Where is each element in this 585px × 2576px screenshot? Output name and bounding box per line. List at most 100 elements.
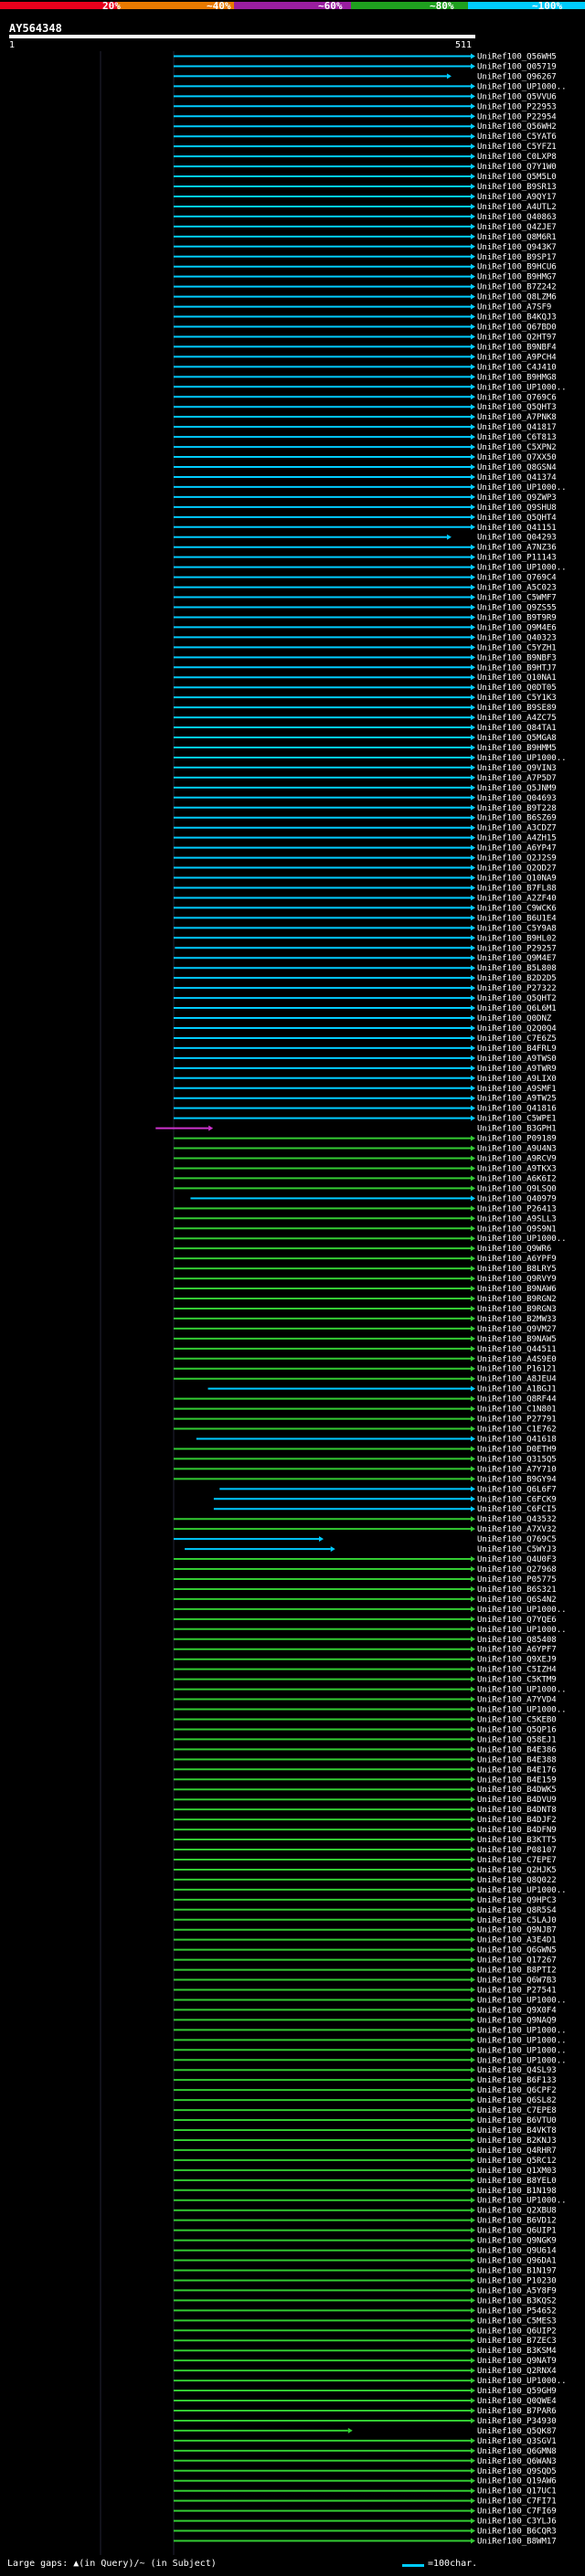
hit-label[interactable]: UniRef100_B4KQJ3	[477, 313, 557, 323]
hit-label[interactable]: UniRef100_Q7Y1W0	[477, 163, 557, 172]
hit-label[interactable]: UniRef100_B3KTT5	[477, 1836, 557, 1845]
hit-label[interactable]: UniRef100_Q6W7B3	[477, 1977, 557, 1986]
hit-label[interactable]: UniRef100_Q769C6	[477, 393, 557, 402]
hit-label[interactable]: UniRef100_Q9RVY9	[477, 1275, 557, 1284]
hit-label[interactable]: UniRef100_Q41151	[477, 524, 557, 533]
hit-label[interactable]: UniRef100_Q9S9N1	[477, 1224, 557, 1234]
hit-label[interactable]: UniRef100_Q7YQE6	[477, 1616, 557, 1625]
hit-label[interactable]: UniRef100_B4E388	[477, 1755, 557, 1765]
hit-label[interactable]: UniRef100_B7FL88	[477, 884, 557, 893]
hit-label[interactable]: UniRef100_B9HL02	[477, 934, 557, 943]
hit-label[interactable]: UniRef100_Q943K7	[477, 243, 557, 252]
hit-label[interactable]: UniRef100_Q8R5S4	[477, 1906, 557, 1915]
hit-label[interactable]: UniRef100_Q5QHT2	[477, 994, 557, 1003]
hit-label[interactable]: UniRef100_Q9X0F4	[477, 2006, 557, 2015]
hit-label[interactable]: UniRef100_B7PAR6	[477, 2407, 557, 2416]
hit-label[interactable]: UniRef100_B9HMM5	[477, 744, 557, 753]
hit-label[interactable]: UniRef100_A9RCV9	[477, 1155, 557, 1164]
hit-label[interactable]: UniRef100_A4UTL2	[477, 203, 557, 212]
hit-label[interactable]: UniRef100_Q9VM27	[477, 1325, 557, 1334]
hit-label[interactable]: UniRef100_C3YLJ6	[477, 2518, 557, 2527]
hit-label[interactable]: UniRef100_Q04693	[477, 794, 557, 803]
hit-label[interactable]: UniRef100_C5WMF7	[477, 594, 557, 603]
hit-label[interactable]: UniRef100_Q2RNX4	[477, 2367, 557, 2376]
hit-label[interactable]: UniRef100_A7XV32	[477, 1525, 557, 1534]
hit-label[interactable]: UniRef100_P10230	[477, 2276, 557, 2285]
hit-label[interactable]: UniRef100_C5YFZ1	[477, 143, 557, 152]
hit-label[interactable]: UniRef100_B9HCU6	[477, 263, 557, 272]
hit-label[interactable]: UniRef100_Q9ZWP3	[477, 493, 557, 503]
hit-label[interactable]: UniRef100_B6VTU0	[477, 2116, 557, 2125]
hit-label[interactable]: UniRef100_A5C023	[477, 584, 557, 593]
hit-label[interactable]: UniRef100_B9HMG8	[477, 373, 557, 382]
hit-label[interactable]: UniRef100_Q769C5	[477, 1535, 557, 1544]
hit-label[interactable]: UniRef100_C7EPE8	[477, 2106, 557, 2115]
hit-label[interactable]: UniRef100_B4DFN9	[477, 1826, 557, 1835]
hit-label[interactable]: UniRef100_UP1000..	[477, 2026, 567, 2035]
hit-label[interactable]: UniRef100_B5L808	[477, 964, 557, 973]
hit-label[interactable]: UniRef100_Q10NA1	[477, 673, 557, 683]
hit-label[interactable]: UniRef100_A9PCH4	[477, 353, 557, 362]
hit-label[interactable]: UniRef100_B6CQR3	[477, 2528, 557, 2537]
hit-label[interactable]: UniRef100_B4E159	[477, 1776, 557, 1785]
hit-label[interactable]: UniRef100_UP1000..	[477, 2046, 567, 2055]
hit-label[interactable]: UniRef100_UP1000..	[477, 754, 567, 763]
hit-label[interactable]: UniRef100_Q0QWE4	[477, 2397, 557, 2406]
hit-label[interactable]: UniRef100_B1N197	[477, 2266, 557, 2275]
hit-label[interactable]: UniRef100_B9SR13	[477, 183, 557, 192]
hit-label[interactable]: UniRef100_Q2J2S9	[477, 854, 557, 864]
hit-label[interactable]: UniRef100_A7P5D7	[477, 774, 557, 783]
hit-label[interactable]: UniRef100_Q8RF44	[477, 1395, 557, 1405]
hit-label[interactable]: UniRef100_Q58EJ1	[477, 1735, 557, 1744]
hit-label[interactable]: UniRef100_Q56WH2	[477, 122, 557, 132]
hit-label[interactable]: UniRef100_C4J410	[477, 363, 557, 372]
hit-label[interactable]: UniRef100_B4VKT8	[477, 2126, 557, 2136]
hit-label[interactable]: UniRef100_B4DNT8	[477, 1806, 557, 1815]
hit-label[interactable]: UniRef100_Q5JNM9	[477, 784, 557, 793]
hit-label[interactable]: UniRef100_Q40979	[477, 1194, 557, 1203]
hit-label[interactable]: UniRef100_Q41817	[477, 423, 557, 432]
hit-label[interactable]: UniRef100_Q6CPF2	[477, 2086, 557, 2095]
hit-label[interactable]: UniRef100_B9SE89	[477, 704, 557, 713]
hit-label[interactable]: UniRef100_A9U4N3	[477, 1145, 557, 1154]
hit-label[interactable]: UniRef100_C5Y9A8	[477, 924, 557, 933]
hit-label[interactable]: UniRef100_A9QY17	[477, 193, 557, 202]
hit-label[interactable]: UniRef100_B9RGN2	[477, 1295, 557, 1304]
hit-label[interactable]: UniRef100_B9T228	[477, 804, 557, 813]
hit-label[interactable]: UniRef100_Q5MGA8	[477, 734, 557, 743]
hit-label[interactable]: UniRef100_A8JEU4	[477, 1375, 557, 1384]
hit-label[interactable]: UniRef100_Q9SHU8	[477, 504, 557, 513]
hit-label[interactable]: UniRef100_B9T9R9	[477, 613, 557, 622]
hit-label[interactable]: UniRef100_B9SP17	[477, 253, 557, 262]
hit-label[interactable]: UniRef100_UP1000..	[477, 2377, 567, 2386]
hit-label[interactable]: UniRef100_P26413	[477, 1204, 557, 1214]
hit-label[interactable]: UniRef100_Q315Q5	[477, 1455, 557, 1464]
hit-label[interactable]: UniRef100_Q56WH5	[477, 52, 557, 61]
hit-label[interactable]: UniRef100_UP1000..	[477, 2197, 567, 2206]
hit-label[interactable]: UniRef100_B3KQS2	[477, 2296, 557, 2306]
hit-label[interactable]: UniRef100_C0LXP8	[477, 153, 557, 162]
hit-label[interactable]: UniRef100_P05775	[477, 1575, 557, 1585]
hit-label[interactable]: UniRef100_UP1000..	[477, 1235, 567, 1244]
hit-label[interactable]: UniRef100_B3GPH1	[477, 1125, 557, 1134]
hit-label[interactable]: UniRef100_Q19AW6	[477, 2477, 557, 2486]
hit-label[interactable]: UniRef100_Q2HJK5	[477, 1866, 557, 1875]
hit-label[interactable]: UniRef100_B3KSM4	[477, 2347, 557, 2356]
hit-label[interactable]: UniRef100_Q40323	[477, 633, 557, 642]
hit-label[interactable]: UniRef100_Q9NJB7	[477, 1926, 557, 1935]
hit-label[interactable]: UniRef100_Q2Q0Q4	[477, 1024, 557, 1034]
hit-label[interactable]: UniRef100_Q5QHT3	[477, 403, 557, 412]
hit-label[interactable]: UniRef100_Q6L6F7	[477, 1485, 557, 1494]
hit-label[interactable]: UniRef100_P54652	[477, 2306, 557, 2316]
hit-label[interactable]: UniRef100_Q5M5L0	[477, 173, 557, 182]
hit-label[interactable]: UniRef100_B4FRL9	[477, 1044, 557, 1054]
hit-label[interactable]: UniRef100_Q0DT05	[477, 684, 557, 693]
hit-label[interactable]: UniRef100_Q85408	[477, 1636, 557, 1645]
hit-label[interactable]: UniRef100_Q41816	[477, 1105, 557, 1114]
hit-label[interactable]: UniRef100_Q9ZS55	[477, 603, 557, 612]
hit-label[interactable]: UniRef100_B9HMG7	[477, 273, 557, 282]
hit-label[interactable]: UniRef100_B6SZ69	[477, 814, 557, 823]
hit-label[interactable]: UniRef100_Q5VVU6	[477, 92, 557, 101]
hit-label[interactable]: UniRef100_A3CDZ7	[477, 824, 557, 833]
hit-label[interactable]: UniRef100_Q9XEJ9	[477, 1656, 557, 1665]
